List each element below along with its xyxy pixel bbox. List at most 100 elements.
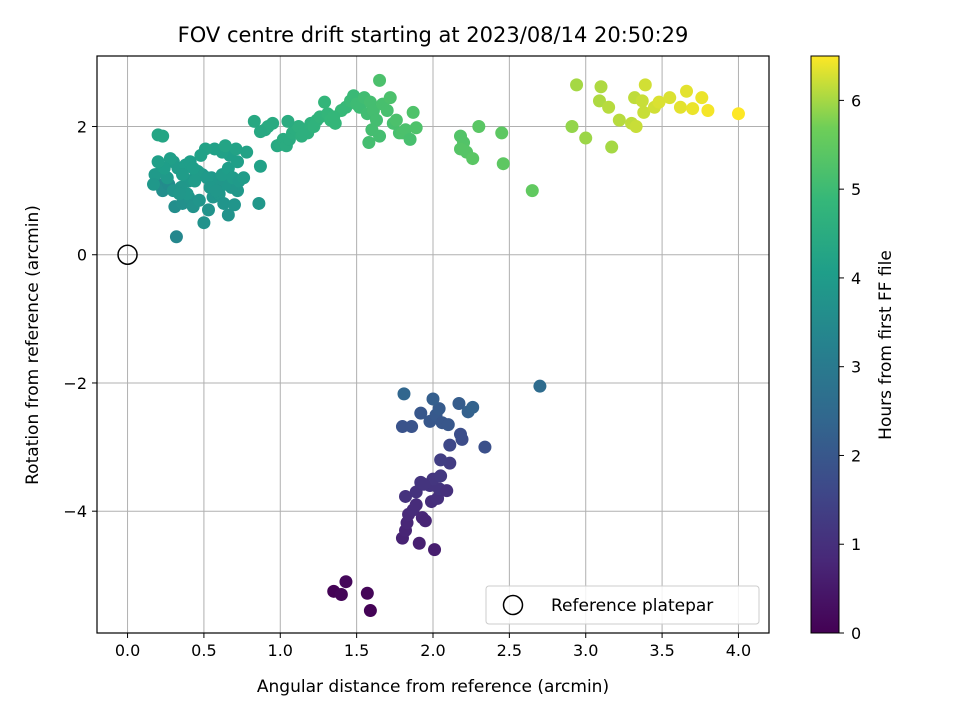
data-point (362, 136, 376, 150)
data-point (453, 427, 467, 441)
data-point (409, 498, 423, 512)
data-point (638, 78, 652, 92)
data-point (652, 95, 666, 109)
data-point (217, 196, 231, 210)
data-point (635, 94, 649, 108)
data-point (594, 80, 608, 94)
colorbar-gradient (811, 56, 839, 633)
data-point (414, 406, 428, 420)
colorbar: 0 1 2 3 4 5 6 Hours from first FF file (810, 55, 896, 643)
colorbar-label: Hours from first FF file (876, 250, 896, 440)
data-points (147, 73, 745, 618)
data-point (686, 102, 700, 116)
data-point (169, 230, 183, 244)
data-point (466, 152, 480, 166)
data-point (380, 103, 394, 117)
colorbar-ticks: 0 1 2 3 4 5 6 (839, 91, 861, 643)
colorbar-frame (810, 55, 840, 634)
data-point (525, 184, 539, 198)
colorbar-tick-label: 1 (851, 535, 861, 554)
y-tick-label: −4 (63, 502, 87, 521)
chart-title: FOV centre drift starting at 2023/08/14 … (178, 23, 689, 47)
data-point (151, 155, 165, 169)
data-point (405, 420, 419, 434)
data-point (418, 514, 432, 528)
data-point (452, 396, 466, 410)
y-axis-label: Rotation from reference (arcmin) (23, 205, 43, 485)
data-point (363, 604, 377, 618)
data-point (440, 484, 454, 498)
legend: Reference platepar (485, 585, 760, 625)
data-point (592, 94, 606, 108)
data-point (431, 491, 445, 505)
data-point (240, 145, 254, 159)
data-point (327, 110, 341, 124)
data-point (194, 148, 208, 162)
data-point (252, 196, 266, 210)
data-point (443, 438, 457, 452)
data-point (731, 107, 745, 121)
data-point (172, 187, 186, 201)
data-point (409, 121, 423, 135)
data-point (247, 114, 261, 128)
data-point (403, 132, 417, 146)
data-point (156, 129, 170, 143)
data-point (605, 140, 619, 154)
colorbar-tick-label: 2 (851, 446, 861, 465)
data-point (186, 161, 200, 175)
data-point (318, 95, 332, 109)
data-point (434, 453, 448, 467)
data-point (383, 91, 397, 105)
grid-lines (97, 56, 769, 633)
data-point (218, 139, 232, 153)
data-point (188, 174, 202, 188)
data-point (533, 379, 547, 393)
y-tick-label: −2 (63, 374, 87, 393)
x-tick-label: 1.5 (344, 641, 369, 660)
data-point (478, 440, 492, 454)
data-point (701, 103, 715, 117)
data-point (209, 184, 223, 198)
x-axis-ticks: 0.0 0.5 1.0 1.5 2.0 2.5 3.0 3.5 4.0 (115, 633, 751, 660)
colorbar-tick-label: 5 (851, 180, 861, 199)
data-point (432, 402, 446, 416)
data-point (227, 198, 241, 212)
data-point (221, 208, 235, 222)
data-point (428, 543, 442, 557)
y-tick-label: 2 (77, 118, 87, 137)
reference-platepar-marker (117, 244, 138, 265)
data-point (201, 203, 215, 217)
legend-label: Reference platepar (551, 596, 713, 616)
x-tick-label: 4.0 (726, 641, 751, 660)
data-point (472, 120, 486, 134)
data-point (602, 100, 616, 114)
data-point (466, 400, 480, 414)
data-point (434, 469, 448, 483)
data-point (412, 536, 426, 550)
data-point (612, 113, 626, 127)
data-point (673, 100, 687, 114)
x-tick-label: 2.5 (497, 641, 522, 660)
x-tick-label: 0.5 (191, 641, 216, 660)
data-point (680, 84, 694, 98)
data-point (417, 477, 431, 491)
data-point (339, 575, 353, 589)
data-point (281, 114, 295, 128)
data-point (570, 78, 584, 92)
legend-box (485, 585, 760, 625)
data-point (192, 193, 206, 207)
data-point (637, 105, 651, 119)
data-point (629, 120, 643, 134)
data-point (579, 131, 593, 145)
data-point (395, 420, 409, 434)
data-point (663, 91, 677, 105)
data-point (221, 161, 235, 175)
data-point (334, 588, 348, 602)
data-point (147, 177, 161, 191)
data-point (253, 125, 267, 139)
x-axis-label: Angular distance from reference (arcmin) (257, 677, 609, 697)
data-point (197, 216, 211, 230)
colorbar-tick-label: 0 (851, 624, 861, 643)
data-point (369, 113, 383, 127)
